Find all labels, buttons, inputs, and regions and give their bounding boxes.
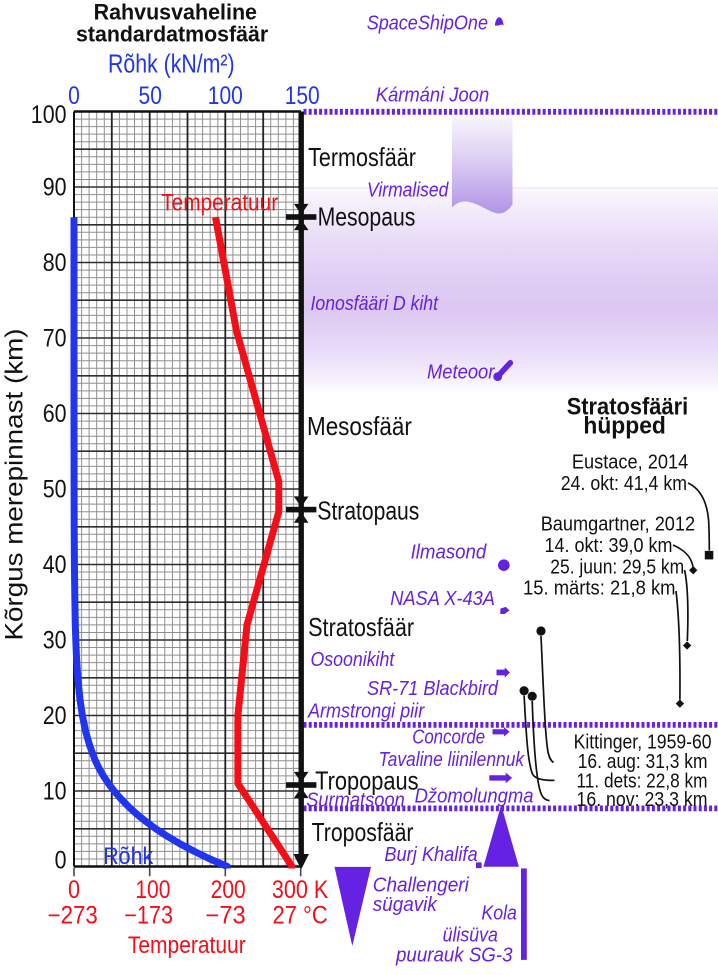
- svg-text:Tavaline liinilennuk: Tavaline liinilennuk: [379, 749, 525, 771]
- svg-text:50: 50: [43, 476, 67, 504]
- svg-text:standardatmosfäär: standardatmosfäär: [76, 22, 268, 47]
- svg-text:Temperatuur: Temperatuur: [128, 932, 246, 959]
- svg-text:Osoonikiht: Osoonikiht: [311, 649, 396, 671]
- svg-text:Mesosfäär: Mesosfäär: [307, 411, 412, 441]
- svg-text:90: 90: [43, 174, 67, 202]
- svg-text:Stratosfääri: Stratosfääri: [567, 394, 689, 421]
- svg-text:NASA X-43A: NASA X-43A: [390, 588, 495, 610]
- svg-text:50: 50: [139, 83, 162, 110]
- svg-text:Kola: Kola: [481, 903, 517, 925]
- svg-text:Rõhk (kN/m²): Rõhk (kN/m²): [108, 51, 235, 79]
- svg-text:10: 10: [43, 778, 67, 806]
- svg-text:0: 0: [68, 877, 80, 904]
- svg-text:Surmatsoon: Surmatsoon: [306, 789, 405, 811]
- svg-text:Armstrongi piir: Armstrongi piir: [307, 701, 425, 723]
- svg-text:11. dets: 22,8 km: 11. dets: 22,8 km: [577, 770, 708, 792]
- svg-text:80: 80: [43, 249, 67, 277]
- svg-text:100: 100: [208, 83, 243, 110]
- svg-text:0: 0: [55, 847, 67, 875]
- svg-text:−173: −173: [124, 903, 173, 930]
- svg-text:150: 150: [285, 83, 320, 110]
- svg-text:Kármáni Joon: Kármáni Joon: [376, 84, 490, 106]
- svg-text:Stratopaus: Stratopaus: [317, 496, 419, 526]
- svg-text:Ilmasond: Ilmasond: [411, 542, 488, 564]
- svg-text:Tropopaus: Tropopaus: [315, 765, 418, 795]
- svg-text:20: 20: [43, 702, 67, 730]
- svg-text:ülisüva: ülisüva: [443, 924, 498, 946]
- svg-text:27 °C: 27 °C: [273, 903, 328, 930]
- svg-text:Rõhk: Rõhk: [103, 843, 154, 870]
- svg-text:Stratosfäär: Stratosfäär: [308, 612, 414, 642]
- svg-text:Virmalised: Virmalised: [367, 180, 449, 202]
- svg-text:14. okt: 39,0 km: 14. okt: 39,0 km: [545, 535, 673, 557]
- svg-text:0: 0: [68, 83, 80, 110]
- svg-text:Termosfäär: Termosfäär: [308, 142, 416, 172]
- svg-text:Kittinger, 1959-60: Kittinger, 1959-60: [574, 732, 712, 754]
- svg-text:60: 60: [43, 400, 67, 428]
- svg-text:Džomolungma: Džomolungma: [415, 786, 534, 808]
- svg-text:SpaceShipOne: SpaceShipOne: [367, 12, 488, 34]
- svg-text:30: 30: [43, 627, 67, 655]
- svg-text:Rahvusvaheline: Rahvusvaheline: [94, 0, 257, 24]
- svg-text:Ionosfääri D kiht: Ionosfääri D kiht: [311, 293, 440, 315]
- svg-text:Troposfäär: Troposfäär: [312, 817, 414, 847]
- svg-text:40: 40: [43, 551, 67, 579]
- svg-text:Concorde: Concorde: [412, 726, 485, 748]
- svg-text:puurauk SG-3: puurauk SG-3: [395, 945, 512, 967]
- svg-text:200: 200: [211, 877, 246, 904]
- svg-text:Temperatuur: Temperatuur: [161, 189, 278, 216]
- svg-text:sügavik: sügavik: [373, 894, 438, 916]
- svg-text:Mesopaus: Mesopaus: [318, 201, 416, 231]
- svg-text:−273: −273: [48, 903, 98, 930]
- svg-text:Kõrgus merepinnast (km): Kõrgus merepinnast (km): [1, 329, 29, 641]
- svg-text:Baumgartner, 2012: Baumgartner, 2012: [541, 513, 695, 535]
- svg-text:hüpped: hüpped: [583, 413, 666, 440]
- svg-text:100: 100: [31, 101, 67, 129]
- svg-text:24. okt: 41,4 km: 24. okt: 41,4 km: [561, 473, 687, 495]
- svg-text:Challengeri: Challengeri: [373, 874, 470, 896]
- svg-text:Eustace, 2014: Eustace, 2014: [572, 452, 688, 474]
- svg-text:16. nov: 23,3 km: 16. nov: 23,3 km: [577, 789, 708, 811]
- svg-text:100: 100: [135, 877, 170, 904]
- svg-text:70: 70: [43, 325, 67, 353]
- svg-text:−73: −73: [206, 903, 246, 930]
- svg-text:16. aug: 31,3 km: 16. aug: 31,3 km: [578, 751, 708, 773]
- svg-text:25. juun: 29,5 km: 25. juun: 29,5 km: [550, 557, 684, 579]
- svg-text:SR-71 Blackbird: SR-71 Blackbird: [367, 678, 499, 700]
- svg-text:Meteoor: Meteoor: [427, 361, 496, 383]
- svg-text:Burj Khalifa: Burj Khalifa: [384, 844, 477, 866]
- svg-text:15. märts: 21,8 km: 15. märts: 21,8 km: [523, 578, 676, 600]
- svg-text:300 K: 300 K: [272, 877, 329, 904]
